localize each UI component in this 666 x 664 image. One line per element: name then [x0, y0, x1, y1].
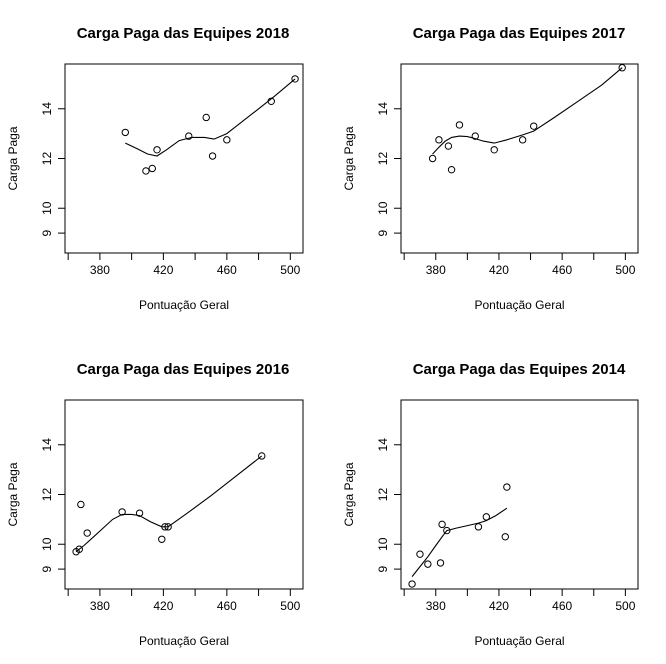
data-point — [258, 452, 266, 460]
data-point — [148, 164, 156, 173]
data-point — [291, 75, 299, 83]
smooth-line — [75, 455, 263, 553]
chart-panel-0: Carga Paga das Equipes 2018 380 420 460 500 9… — [6, 25, 304, 312]
x-axis-label: Pontuação Geral — [139, 298, 229, 312]
y-tick-label: 12 — [376, 152, 390, 166]
data-point — [267, 97, 275, 106]
y-tick-label: 14 — [40, 438, 54, 452]
data-point — [118, 508, 126, 516]
y-tick-label: 10 — [40, 201, 54, 215]
x-tick-label: 460 — [552, 263, 572, 277]
data-point — [443, 526, 451, 535]
data-point — [482, 513, 491, 521]
x-tick-label: 500 — [615, 599, 635, 613]
x-axis-label: Pontuação Geral — [474, 634, 564, 648]
data-point — [408, 580, 416, 588]
x-tick-label: 500 — [280, 263, 300, 277]
data-point — [618, 64, 626, 72]
data-point — [153, 146, 161, 154]
y-axis-label: Carga Paga — [6, 462, 20, 526]
data-point — [474, 523, 483, 531]
smooth-line — [125, 78, 296, 157]
y-axis-label: Carga Paga — [6, 126, 20, 190]
data-point — [518, 136, 527, 144]
y-tick-label: 9 — [376, 229, 390, 236]
y-tick-label: 10 — [376, 537, 390, 551]
y-tick-label: 10 — [40, 537, 54, 551]
data-point — [455, 121, 464, 129]
data-point — [501, 533, 509, 541]
data-point — [444, 142, 453, 150]
data-point — [202, 113, 210, 122]
data-point — [530, 122, 538, 130]
x-tick-label: 420 — [153, 599, 173, 613]
chart-title: Carga Paga das Equipes 2017 — [413, 25, 626, 42]
x-tick-label: 420 — [153, 263, 173, 277]
data-point — [75, 545, 83, 553]
data-point — [164, 523, 172, 531]
chart-panel-3: Carga Paga das Equipes 2014 380 420 460 500 9… — [342, 361, 639, 648]
x-tick-label: 420 — [489, 263, 509, 277]
data-point — [435, 136, 443, 144]
data-point — [158, 535, 166, 543]
data-point — [185, 132, 193, 140]
smooth-line — [432, 67, 623, 155]
data-point — [121, 128, 129, 137]
x-tick-label: 460 — [552, 599, 572, 613]
data-point — [142, 167, 150, 175]
y-axis-label: Carga Paga — [342, 462, 356, 526]
data-point — [436, 559, 445, 567]
chart-title: Carga Paga das Equipes 2014 — [413, 361, 626, 378]
x-tick-label: 500 — [280, 599, 300, 613]
y-axis-label: Carga Paga — [342, 126, 356, 190]
data-point — [424, 560, 432, 568]
data-point — [223, 136, 231, 144]
data-point — [503, 483, 511, 491]
y-tick-label: 14 — [40, 102, 54, 116]
x-tick-label: 460 — [217, 599, 237, 613]
x-tick-label: 380 — [90, 263, 110, 277]
x-axis-label: Pontuação Geral — [474, 298, 564, 312]
y-tick-label: 12 — [40, 152, 54, 166]
chart-title: Carga Paga das Equipes 2016 — [77, 361, 290, 378]
chart-panel-2: Carga Paga das Equipes 2016 380 420 460 500 9… — [6, 361, 304, 648]
plot-frame — [400, 399, 639, 590]
smooth-line — [411, 507, 508, 577]
data-point — [135, 509, 144, 517]
plot-frame — [64, 63, 304, 254]
y-tick-label: 14 — [376, 102, 390, 116]
data-point — [447, 165, 456, 174]
x-tick-label: 500 — [615, 263, 635, 277]
data-point — [428, 154, 437, 163]
data-point — [416, 550, 424, 558]
chart-panel-1: Carga Paga das Equipes 2017 380 420 460 500 9… — [342, 25, 639, 312]
y-tick-label: 9 — [376, 565, 390, 572]
data-point — [490, 146, 498, 154]
data-point — [438, 520, 446, 529]
x-axis-label: Pontuação Geral — [139, 634, 229, 648]
plot-frame — [400, 63, 639, 254]
y-tick-label: 9 — [40, 229, 54, 236]
x-tick-label: 380 — [90, 599, 110, 613]
y-tick-label: 12 — [40, 488, 54, 502]
y-tick-label: 12 — [376, 488, 390, 502]
y-tick-label: 14 — [376, 438, 390, 452]
chart-title: Carga Paga das Equipes 2018 — [77, 25, 290, 42]
x-tick-label: 380 — [426, 599, 446, 613]
data-point — [208, 152, 217, 160]
x-tick-label: 380 — [426, 263, 446, 277]
data-point — [77, 500, 85, 509]
data-point — [83, 529, 91, 537]
y-tick-label: 9 — [40, 565, 54, 572]
data-point — [161, 523, 169, 531]
x-tick-label: 460 — [217, 263, 237, 277]
plot-frame — [64, 399, 304, 590]
x-tick-label: 420 — [489, 599, 509, 613]
data-point — [471, 132, 479, 140]
y-tick-label: 10 — [376, 201, 390, 215]
